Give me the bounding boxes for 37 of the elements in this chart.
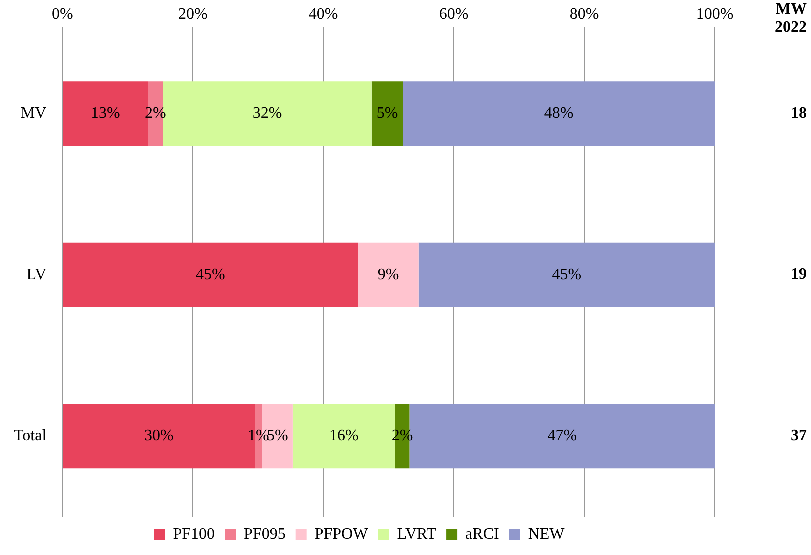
data-label: 32% bbox=[252, 105, 282, 122]
y-tick-label: MV bbox=[20, 105, 48, 122]
x-tick-label: 40% bbox=[308, 6, 338, 23]
data-label: 47% bbox=[548, 428, 578, 445]
data-label: 9% bbox=[378, 266, 400, 284]
legend-label: PF095 bbox=[244, 526, 286, 544]
data-label: 45% bbox=[552, 266, 582, 284]
data-label: 13% bbox=[90, 105, 120, 122]
y-tick-label: LV bbox=[26, 266, 48, 284]
bar bbox=[63, 242, 358, 308]
data-label: 45% bbox=[196, 266, 226, 284]
data-label: 48% bbox=[544, 105, 574, 122]
x-tick-label: 20% bbox=[178, 6, 208, 23]
text: 37 bbox=[791, 428, 807, 445]
x-tick-label: 100% bbox=[696, 6, 734, 23]
bar bbox=[372, 82, 404, 146]
data-label: 2% bbox=[144, 105, 166, 122]
data-label: 5% bbox=[376, 105, 398, 122]
x-tick-label: 60% bbox=[439, 6, 469, 23]
bar bbox=[418, 242, 715, 308]
data-label: 30% bbox=[144, 428, 174, 445]
data-label: 1% bbox=[248, 428, 270, 445]
text: 18 bbox=[791, 104, 807, 122]
y-tick-label: Total bbox=[14, 428, 48, 445]
legend-label: PF100 bbox=[173, 526, 216, 544]
bar bbox=[358, 242, 419, 308]
legend-label: PFPOW bbox=[314, 526, 370, 544]
text: 19 bbox=[791, 266, 807, 284]
bar bbox=[403, 82, 715, 146]
legend-label: aRCI bbox=[466, 526, 500, 544]
data-label: 16% bbox=[329, 428, 359, 445]
legend-label: NEW bbox=[528, 526, 566, 544]
text: MW 2022 bbox=[775, 1, 807, 36]
data-label: 5% bbox=[266, 428, 288, 445]
legend-label: LVRT bbox=[397, 526, 437, 544]
x-tick-label: 80% bbox=[570, 6, 600, 23]
x-tick-label: 0% bbox=[52, 6, 74, 23]
